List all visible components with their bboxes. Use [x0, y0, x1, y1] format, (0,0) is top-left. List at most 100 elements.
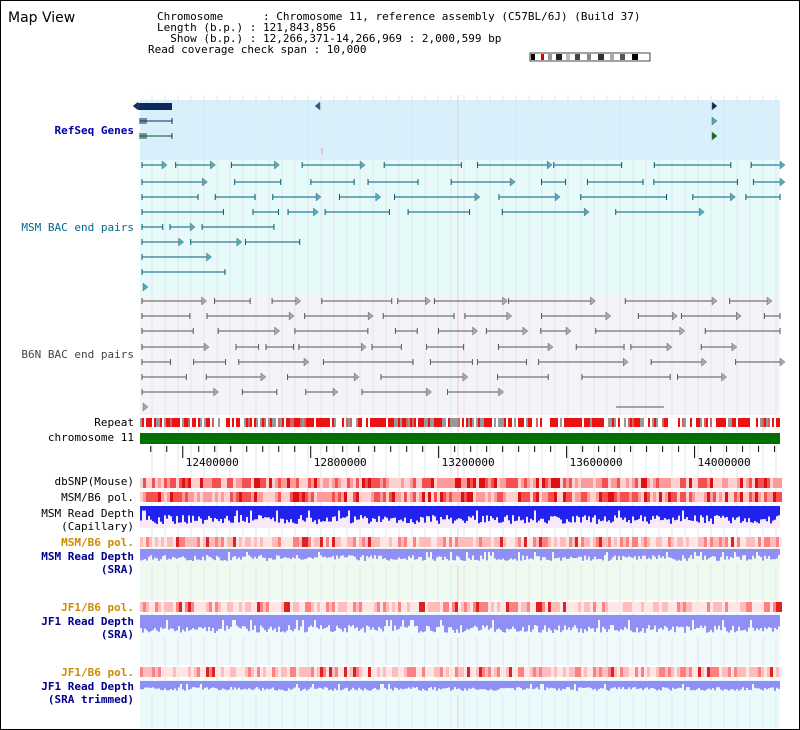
jf1-b6-pol-2-cell — [473, 667, 476, 677]
repeat-segment — [356, 418, 358, 427]
repeat-segment — [730, 418, 732, 427]
msm-sra-depth-bar — [744, 549, 746, 556]
msm-b6-pol-cell — [776, 492, 779, 502]
track-label-repeat[interactable]: Repeat — [94, 416, 134, 429]
msm-sra-depth-bar — [270, 549, 272, 559]
track-label-msm-bac[interactable]: MSM BAC end pairs — [21, 221, 134, 234]
repeat-segment — [192, 418, 194, 427]
msm-sra-depth-bar — [708, 549, 710, 559]
jf1-trim-depth-bar — [336, 681, 338, 691]
jf1-b6-pol-cell — [473, 602, 476, 612]
jf1-b6-pol-cell — [515, 602, 518, 612]
msm-sra-depth-bar — [472, 549, 474, 556]
dbsnp-cell — [338, 478, 341, 488]
jf1-sra-depth-bar — [496, 615, 498, 630]
jf1-sra-depth-bar — [590, 615, 592, 629]
dbsnp-cell — [281, 478, 284, 488]
msm-sra-depth-bar — [412, 549, 414, 556]
msm-cap-depth-bar — [430, 506, 432, 522]
track-label-dbsnp[interactable]: dbSNP(Mouse) — [54, 475, 134, 488]
track-label-jf1-b6-pol[interactable]: JF1/B6 pol. — [61, 601, 134, 614]
msm-cap-depth-bar — [258, 506, 260, 516]
msm-b6-pol-2-cell — [620, 537, 623, 547]
track-label-b6n-bac[interactable]: B6N BAC end pairs — [21, 348, 134, 361]
jf1-sra-depth-bar — [232, 615, 234, 620]
msm-b6-pol-cell — [149, 492, 152, 502]
jf1-sra-depth-bar — [734, 615, 736, 633]
track-label-jf1-depth-trim[interactable]: JF1 Read Depth — [41, 680, 134, 693]
jf1-b6-pol-2-cell — [665, 667, 668, 677]
msm-sra-depth-bar — [172, 549, 174, 557]
jf1-b6-pol-2-cell — [734, 667, 737, 677]
jf1-b6-pol-cell — [371, 602, 374, 612]
msm-b6-pol-2-cell — [401, 537, 404, 547]
repeat-segment — [414, 418, 416, 427]
repeat-segment — [438, 418, 440, 427]
msm-sra-depth-bar — [176, 549, 178, 559]
msm-b6-pol-2-cell — [539, 537, 542, 547]
msm-sra-depth-bar — [768, 549, 770, 557]
jf1-b6-pol-cell — [725, 602, 728, 612]
repeat-segment — [232, 418, 234, 427]
msm-b6-pol-2-cell — [155, 537, 158, 547]
msm-b6-pol-2-cell — [278, 537, 281, 547]
repeat-segment — [516, 418, 518, 427]
jf1-b6-pol-cell — [599, 602, 602, 612]
jf1-trim-depth-bar — [724, 681, 726, 690]
msm-b6-pol-cell — [653, 492, 656, 502]
jf1-trim-depth-bar — [460, 681, 462, 690]
jf1-sra-depth-bar — [180, 615, 182, 633]
jf1-trim-depth-bar — [656, 681, 658, 691]
b6n-bac-arrow — [502, 296, 508, 306]
repeat-segment — [314, 418, 316, 427]
msm-b6-pol-2-cell — [608, 537, 611, 547]
repeat-segment — [510, 418, 512, 427]
repeat-segment — [760, 418, 762, 427]
msm-b6-pol-cell — [755, 492, 758, 502]
msm-cap-depth-bar — [424, 506, 426, 523]
track-label-jf1-depth-sra[interactable]: JF1 Read Depth — [41, 615, 134, 628]
jf1-sra-depth-bar — [186, 615, 188, 628]
jf1-b6-pol-2-cell — [176, 667, 179, 677]
msm-sra-depth-bar — [418, 549, 420, 557]
track-label-msm-depth-sra[interactable]: MSM Read Depth — [41, 550, 134, 563]
msm-cap-depth-bar — [496, 506, 498, 518]
repeat-segment — [502, 418, 504, 427]
track-label-msm-depth-cap[interactable]: MSM Read Depth — [41, 507, 134, 520]
msm-sra-depth-bar — [168, 549, 170, 559]
track-label-msm-b6-pol[interactable]: MSM/B6 pol. — [61, 491, 134, 504]
jf1-trim-depth-bar — [496, 681, 498, 691]
msm-sra-depth-bar — [638, 549, 640, 557]
repeat-segment — [720, 418, 722, 427]
jf1-sra-depth-bar — [154, 615, 156, 628]
repeat-segment — [342, 418, 344, 427]
track-label-chromosome[interactable]: chromosome 11 — [47, 431, 134, 444]
jf1-sra-depth-bar — [402, 615, 404, 620]
track-label-refseq[interactable]: RefSeq Genes — [54, 124, 134, 137]
repeat-segment — [200, 418, 202, 427]
repeat-segment — [302, 418, 304, 427]
msm-b6-pol-2-cell — [476, 537, 479, 547]
jf1-b6-pol-cell — [677, 602, 680, 612]
msm-cap-depth-bar — [680, 506, 682, 522]
jf1-trim-depth-bar — [546, 681, 548, 688]
jf1-b6-pol-2-cell — [560, 667, 563, 677]
msm-cap-depth-bar — [472, 506, 474, 516]
msm-b6-pol-2-cell — [293, 537, 296, 547]
repeat-segment — [496, 418, 498, 427]
msm-b6-pol-cell — [200, 492, 203, 502]
msm-sra-depth-bar — [756, 549, 758, 552]
msm-cap-depth-bar — [286, 506, 288, 520]
msm-sra-depth-bar — [380, 549, 382, 556]
jf1-trim-depth-bar — [712, 681, 714, 689]
dbsnp-cell — [656, 478, 659, 488]
track-label-jf1-b6-pol-2[interactable]: JF1/B6 pol. — [61, 666, 134, 679]
jf1-sra-depth-bar — [588, 615, 590, 627]
msm-bac-arrow — [730, 192, 736, 202]
msm-b6-pol-2-cell — [737, 537, 740, 547]
jf1-sra-depth-bar — [550, 615, 552, 631]
track-label-msm-b6-pol-2[interactable]: MSM/B6 pol. — [61, 536, 134, 549]
msm-b6-pol-2-cell — [380, 537, 383, 547]
jf1-trim-depth-bar — [210, 681, 212, 689]
